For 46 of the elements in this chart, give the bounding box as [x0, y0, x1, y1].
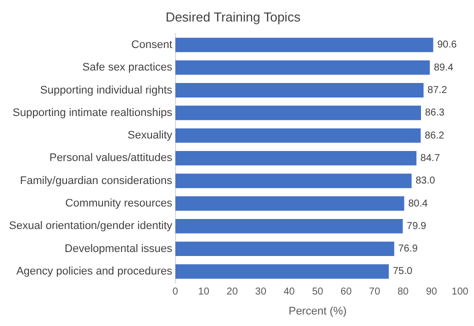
x-tick-label: 80	[397, 286, 410, 298]
y-tick-label: Safe sex practices	[82, 62, 173, 74]
x-tick-label: 60	[340, 286, 352, 298]
y-tick-label: Supporting intimate realtionships	[12, 106, 173, 119]
data-label: 75.0	[392, 266, 413, 278]
bar	[175, 264, 389, 279]
data-label: 89.4	[434, 62, 454, 74]
x-tick-label: 90	[426, 286, 438, 298]
x-tick-label: 30	[255, 286, 267, 298]
data-label: 83.0	[416, 176, 436, 187]
y-tick-label: Sexual orientation/gender identity	[8, 220, 173, 232]
bar	[175, 106, 421, 120]
y-tick-label: Consent	[131, 38, 172, 51]
data-label: 84.7	[420, 152, 440, 164]
y-tick-label: Sexuality	[128, 130, 173, 142]
data-label: 76.9	[398, 244, 418, 255]
bar	[175, 83, 424, 98]
data-label: 87.2	[428, 84, 448, 96]
bar	[175, 150, 416, 166]
bar	[175, 174, 412, 188]
y-tick-label: Personal values/attitudes	[49, 152, 173, 164]
bar	[175, 38, 434, 52]
data-label: 86.3	[424, 108, 445, 119]
data-label: 79.9	[406, 220, 427, 232]
x-tick-label: 50	[312, 286, 324, 298]
y-tick-label: Community resources	[65, 198, 173, 210]
x-tick-label: 100	[452, 286, 469, 298]
data-label: 80.4	[408, 198, 428, 210]
bar	[175, 242, 394, 256]
bar	[175, 128, 421, 143]
y-tick-label: Agency policies and procedures	[16, 266, 173, 278]
chart-title: Desired Training Topics	[166, 9, 301, 24]
y-tick-label: Supporting individual rights	[40, 84, 173, 96]
y-tick-label: Family/guardian considerations	[20, 174, 173, 187]
bar	[175, 196, 404, 211]
y-tick-label: Developmental issues	[64, 242, 173, 255]
data-label: 86.2	[424, 130, 445, 142]
x-tick-label: 0	[172, 286, 178, 298]
x-tick-label: 70	[369, 286, 381, 298]
data-label: 90.6	[437, 40, 458, 51]
bar	[175, 218, 403, 234]
x-tick-label: 40	[284, 286, 296, 298]
x-tick-label: 20	[226, 286, 238, 298]
bar	[175, 60, 430, 75]
x-tick-label: 10	[198, 286, 210, 298]
x-axis-title: Percent (%)	[288, 305, 347, 318]
